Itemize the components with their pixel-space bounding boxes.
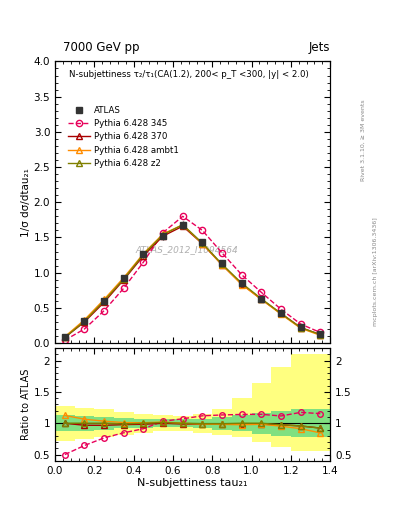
Text: mcplots.cern.ch [arXiv:1306.3436]: mcplots.cern.ch [arXiv:1306.3436]: [373, 217, 378, 326]
Text: 7000 GeV pp: 7000 GeV pp: [63, 41, 140, 54]
X-axis label: N-subjettiness tau₂₁: N-subjettiness tau₂₁: [137, 478, 248, 488]
Text: N-subjettiness τ₂/τ₁(CA(1.2), 200< p_T <300, |y| < 2.0): N-subjettiness τ₂/τ₁(CA(1.2), 200< p_T <…: [69, 70, 309, 79]
Text: Rivet 3.1.10, ≥ 3M events: Rivet 3.1.10, ≥ 3M events: [361, 99, 366, 181]
Text: ATLAS_2012_I1094564: ATLAS_2012_I1094564: [136, 246, 239, 254]
Y-axis label: Ratio to ATLAS: Ratio to ATLAS: [21, 369, 31, 440]
Legend: ATLAS, Pythia 6.428 345, Pythia 6.428 370, Pythia 6.428 ambt1, Pythia 6.428 z2: ATLAS, Pythia 6.428 345, Pythia 6.428 37…: [65, 102, 182, 172]
Y-axis label: 1/σ dσ/dtau₂₁: 1/σ dσ/dtau₂₁: [21, 168, 31, 237]
Text: Jets: Jets: [309, 41, 330, 54]
